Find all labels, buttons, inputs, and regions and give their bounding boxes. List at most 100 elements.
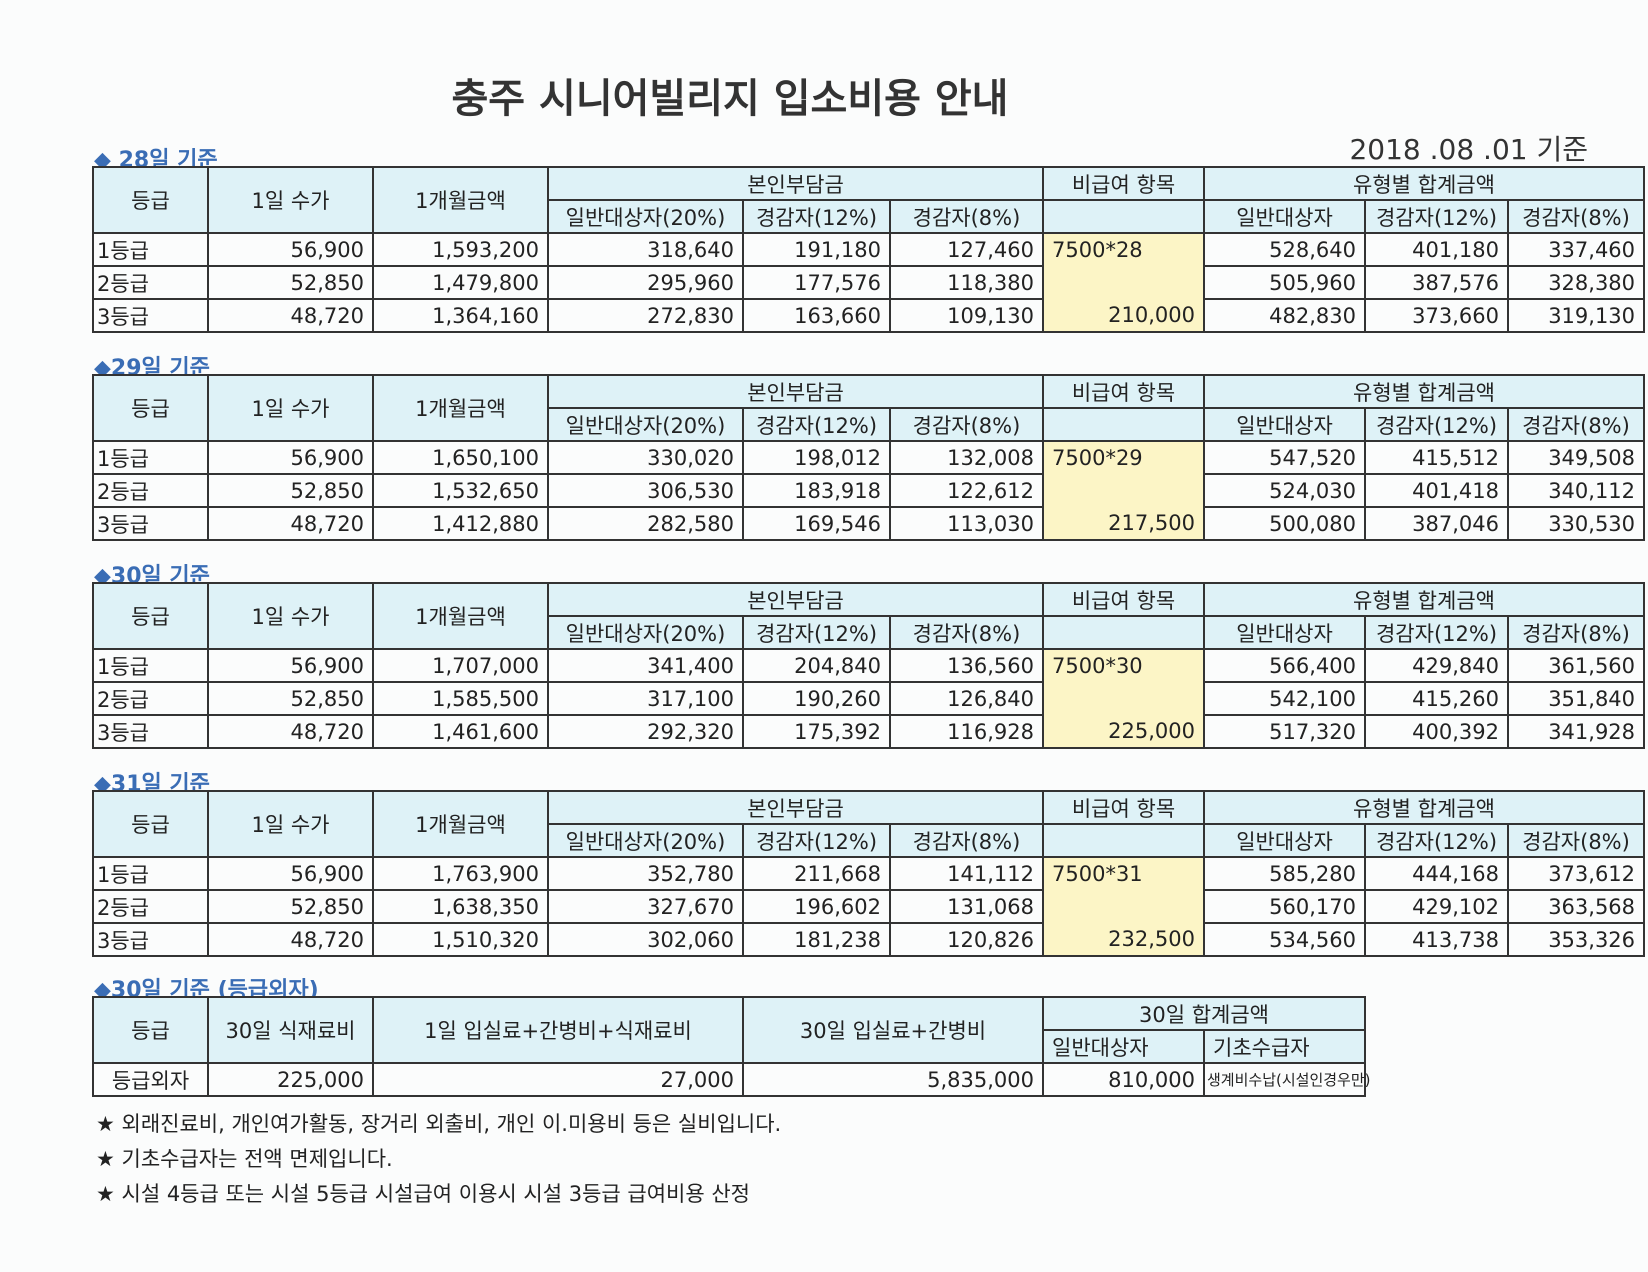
header-cell: 등급 xyxy=(92,374,209,442)
header-cell: 유형별 합계금액 xyxy=(1202,374,1646,409)
header-cell: 1일 수가 xyxy=(207,166,374,234)
amount-cell: 444,168 xyxy=(1364,856,1509,891)
amount-cell: 48,720 xyxy=(207,922,374,957)
amount-cell: 5,835,000 xyxy=(742,1062,1044,1097)
amount-cell: 109,130 xyxy=(889,298,1044,333)
header-cell: 본인부담금 xyxy=(547,374,1044,409)
noncovered-cell: 7500*31 232,500 xyxy=(1042,856,1205,957)
header-cell: 경감자(8%) xyxy=(889,407,1044,442)
header-cell: 일반대상자(20%) xyxy=(547,199,744,234)
header-cell: 경감자(12%) xyxy=(742,199,891,234)
header-row: 일반대상자(20%) 경감자(12%) 경감자(8%) 일반대상자 경감자(12%) 경감… xyxy=(93,615,1646,650)
data-row: 2등급 52,850 1,638,350 327,670 196,602 131,068 5… xyxy=(92,889,1646,924)
header-cell: 일반대상자(20%) xyxy=(547,407,744,442)
noncovered-text: 7500*31 xyxy=(1052,862,1143,886)
header-cell: 경감자(8%) xyxy=(1506,407,1646,442)
header-cell: 30일 식재료비 xyxy=(207,996,374,1064)
header-cell xyxy=(1042,199,1205,234)
header-cell: 일반대상자 xyxy=(1203,407,1366,442)
amount-cell: 429,840 xyxy=(1364,648,1509,683)
data-row: 등급외자 225,000 27,000 5,835,000 810,000 생계비수납(시… xyxy=(92,1062,1371,1097)
amount-cell: 387,576 xyxy=(1364,265,1509,300)
amount-cell: 566,400 xyxy=(1203,648,1366,683)
amount-cell: 429,102 xyxy=(1364,889,1509,924)
amount-cell: 330,020 xyxy=(547,440,744,475)
fee-table: 등급 1일 수가 1개월금액 본인부담금 비급여 항목 유형별 합계금액 일반대상자(20%… xyxy=(92,582,1646,749)
amount-cell: 211,668 xyxy=(742,856,891,891)
header-cell: 경감자(12%) xyxy=(1364,823,1509,858)
header-cell: 등급 xyxy=(92,166,209,234)
amount-cell: 363,568 xyxy=(1506,889,1646,924)
data-row: 2등급 52,850 1,532,650 306,530 183,918 122,612 5… xyxy=(92,473,1646,508)
header-cell: 기초수급자 xyxy=(1203,1029,1366,1064)
amount-cell: 401,418 xyxy=(1364,473,1509,508)
header-row: 일반대상자(20%) 경감자(12%) 경감자(8%) 일반대상자 경감자(12%) 경감… xyxy=(93,199,1646,234)
header-cell: 일반대상자(20%) xyxy=(547,823,744,858)
header-row: 등급 1일 수가 1개월금액 본인부담금 비급여 항목 유형별 합계금액 xyxy=(92,582,1646,650)
amount-cell: 560,170 xyxy=(1203,889,1366,924)
amount-cell: 319,130 xyxy=(1506,298,1646,333)
noncovered-amount: 217,500 xyxy=(1108,511,1195,535)
header-row: 등급 1일 수가 1개월금액 본인부담금 비급여 항목 유형별 합계금액 xyxy=(92,166,1646,234)
amount-cell: 56,900 xyxy=(207,440,374,475)
amount-cell: 113,030 xyxy=(889,506,1044,541)
data-row: 3등급 48,720 1,510,320 302,060 181,238 120,826 5… xyxy=(92,922,1646,957)
header-cell: 경감자(12%) xyxy=(742,615,891,650)
amount-cell: 351,840 xyxy=(1506,681,1646,716)
data-row: 3등급 48,720 1,364,160 272,830 163,660 109,130 4… xyxy=(92,298,1646,333)
grade-cell: 2등급 xyxy=(92,473,209,508)
amount-cell: 141,112 xyxy=(889,856,1044,891)
amount-cell: 191,180 xyxy=(742,232,891,267)
header-cell: 등급 xyxy=(92,996,209,1064)
amount-cell: 136,560 xyxy=(889,648,1044,683)
amount-cell: 415,512 xyxy=(1364,440,1509,475)
amount-cell: 132,008 xyxy=(889,440,1044,475)
fee-table: 등급 1일 수가 1개월금액 본인부담금 비급여 항목 유형별 합계금액 일반대상자(20%… xyxy=(92,166,1646,333)
header-cell: 1개월금액 xyxy=(372,166,549,234)
amount-cell: 415,260 xyxy=(1364,681,1509,716)
header-cell: 유형별 합계금액 xyxy=(1202,582,1646,617)
header-cell: 1일 입실료+간병비+식재료비 xyxy=(372,996,744,1064)
amount-cell: 52,850 xyxy=(207,265,374,300)
amount-cell: 1,412,880 xyxy=(372,506,549,541)
amount-cell: 198,012 xyxy=(742,440,891,475)
header-cell: 1개월금액 xyxy=(372,374,549,442)
header-cell: 30일 합계금액 xyxy=(1042,996,1366,1031)
noncovered-amount: 232,500 xyxy=(1108,927,1195,951)
amount-cell: 318,640 xyxy=(547,232,744,267)
data-row: 3등급 48,720 1,461,600 292,320 175,392 116,928 5… xyxy=(92,714,1646,749)
header-cell: 경감자(12%) xyxy=(1364,407,1509,442)
noncovered-text: 7500*30 xyxy=(1052,654,1143,678)
extra-table: 등급 30일 식재료비 1일 입실료+간병비+식재료비 30일 입실료+간병비 30일 … xyxy=(92,996,1371,1097)
grade-cell: 3등급 xyxy=(92,298,209,333)
amount-cell: 1,479,800 xyxy=(372,265,549,300)
amount-cell: 204,840 xyxy=(742,648,891,683)
amount-cell: 1,707,000 xyxy=(372,648,549,683)
amount-cell: 330,530 xyxy=(1506,506,1646,541)
header-row: 일반대상자 기초수급자 xyxy=(93,1029,1366,1064)
amount-cell: 585,280 xyxy=(1203,856,1366,891)
amount-cell: 373,660 xyxy=(1364,298,1509,333)
header-cell: 경감자(8%) xyxy=(1506,199,1646,234)
header-cell: 1개월금액 xyxy=(372,582,549,650)
header-row: 등급 1일 수가 1개월금액 본인부담금 비급여 항목 유형별 합계금액 xyxy=(92,374,1646,442)
amount-cell: 295,960 xyxy=(547,265,744,300)
amount-cell: 190,260 xyxy=(742,681,891,716)
header-cell: 본인부담금 xyxy=(547,790,1044,825)
amount-cell: 48,720 xyxy=(207,506,374,541)
amount-cell: 1,510,320 xyxy=(372,922,549,957)
amount-cell: 517,320 xyxy=(1203,714,1366,749)
header-cell: 경감자(8%) xyxy=(889,823,1044,858)
header-cell: 경감자(8%) xyxy=(889,615,1044,650)
grade-cell: 2등급 xyxy=(92,889,209,924)
data-row: 1등급 56,900 1,593,200 318,640 191,180 127,460 7… xyxy=(92,232,1646,333)
noncovered-amount: 210,000 xyxy=(1108,303,1195,327)
grade-cell: 3등급 xyxy=(92,506,209,541)
header-cell: 본인부담금 xyxy=(547,582,1044,617)
amount-cell: 282,580 xyxy=(547,506,744,541)
amount-cell: 1,461,600 xyxy=(372,714,549,749)
note: ★ 기초수급자는 전액 면제입니다. xyxy=(96,1147,393,1171)
header-cell: 일반대상자 xyxy=(1203,199,1366,234)
amount-cell: 317,100 xyxy=(547,681,744,716)
amount-cell: 225,000 xyxy=(207,1062,374,1097)
